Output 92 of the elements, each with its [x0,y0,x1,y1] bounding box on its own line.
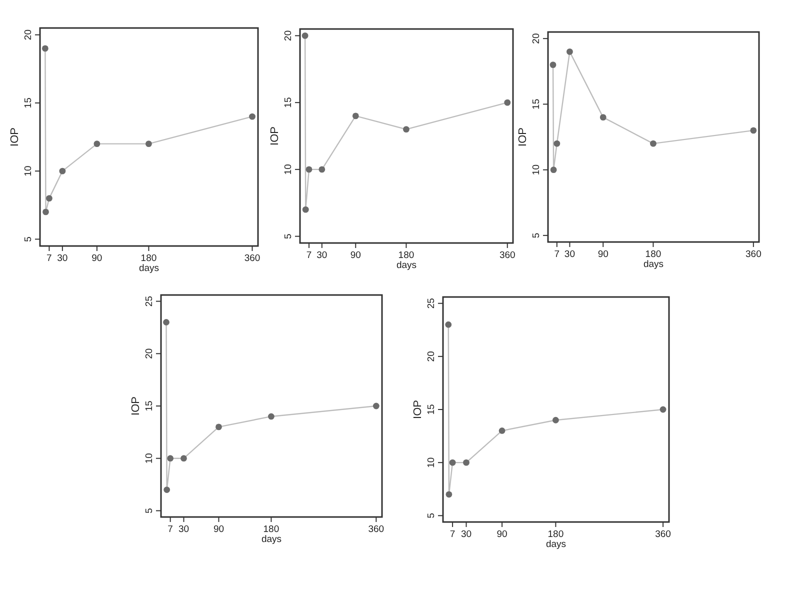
x-axis-title: days [396,260,417,271]
point [268,413,274,420]
y-tick-label: 20 [23,30,34,40]
point [46,195,52,202]
y-tick-label: 15 [426,404,437,415]
x-tick-label: 180 [548,529,564,540]
x-tick-label: 360 [499,250,516,261]
point [352,112,359,120]
x-tick-label: 30 [460,529,472,540]
y-tick-label: 25 [144,296,155,307]
x-tick-label: 360 [368,524,384,535]
point [566,48,573,55]
y-tick-label: 5 [283,234,294,239]
y-tick-label: 10 [531,164,542,176]
point [164,486,170,493]
x-tick-label: 360 [244,253,260,264]
y-tick-label: 10 [23,166,34,176]
y-tick-label: 15 [531,98,542,110]
x-tick-label: 30 [316,250,328,261]
point [163,319,170,326]
x-axis-title: days [138,263,160,274]
point [42,45,48,52]
point [94,140,100,148]
point [504,99,511,106]
y-tick-label: 10 [426,457,437,468]
point [446,491,452,498]
point [650,140,656,147]
x-tick-label: 90 [598,249,608,260]
x-tick-label: 180 [645,249,662,260]
y-axis-title: IOP [412,400,424,419]
y-tick-label: 20 [144,348,155,359]
point [302,32,308,39]
point [167,455,174,462]
x-axis-title: days [643,259,664,270]
point [554,140,560,147]
y-tick-label: 15 [283,97,294,108]
x-tick-label: 7 [168,524,173,535]
x-tick-label: 180 [140,253,157,264]
x-tick-label: 7 [46,253,52,264]
y-tick-label: 15 [144,400,155,412]
point [600,114,606,121]
y-axis-title: IOP [9,128,21,146]
y-axis-title: IOP [517,128,529,146]
point [660,406,666,413]
x-tick-label: 180 [263,524,280,535]
point [302,206,309,213]
x-tick-label: 90 [92,253,102,264]
point [216,424,222,430]
x-tick-label: 7 [450,529,456,540]
x-tick-label: 7 [554,249,560,260]
x-tick-label: 90 [213,524,224,535]
y-tick-label: 5 [426,512,437,518]
point [550,166,557,174]
y-tick-label: 5 [23,236,34,242]
x-axis-title: days [546,539,566,550]
x-tick-label: 30 [57,253,68,264]
y-tick-label: 20 [426,351,437,362]
point [306,166,312,173]
point [318,166,326,173]
y-tick-label: 10 [144,453,155,464]
x-tick-label: 30 [178,524,190,535]
point [498,428,506,434]
point [372,402,380,410]
point [550,62,556,68]
x-tick-label: 30 [564,249,575,260]
point [552,416,559,424]
point [42,208,49,216]
point [59,168,66,174]
x-tick-label: 360 [746,249,762,260]
x-tick-label: 180 [398,250,414,261]
y-axis-title: IOP [130,396,142,416]
x-tick-label: 7 [306,250,312,261]
x-axis-title: days [261,534,282,545]
point [180,455,187,462]
point [403,126,410,133]
y-tick-label: 20 [531,33,542,44]
y-tick-label: 10 [283,164,294,175]
x-tick-label: 90 [496,529,508,540]
x-tick-label: 360 [655,529,671,540]
point [445,321,452,328]
y-tick-label: 5 [144,508,155,514]
point [750,127,757,134]
point [463,459,470,466]
point [249,113,256,120]
x-tick-label: 90 [350,250,361,261]
y-tick-label: 25 [426,298,437,309]
y-tick-label: 20 [283,30,294,41]
point [146,140,152,148]
y-tick-label: 15 [23,98,34,108]
y-axis-title: IOP [269,126,281,146]
point [449,459,456,466]
y-tick-label: 5 [531,232,542,238]
